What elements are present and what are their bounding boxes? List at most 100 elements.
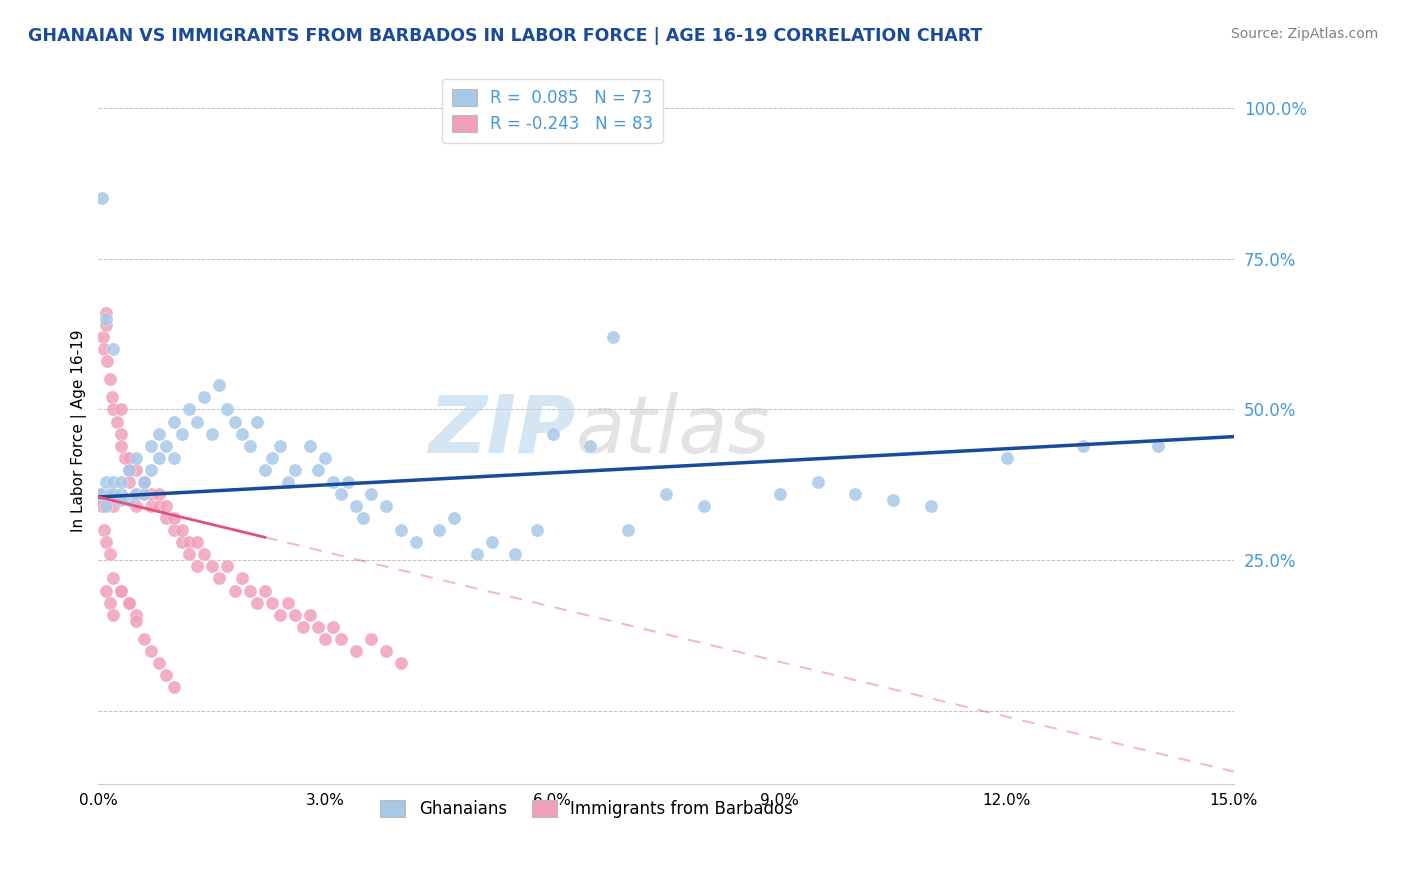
Point — [179, 535, 201, 549]
Point — [110, 426, 132, 441]
Point — [91, 499, 114, 513]
Point — [481, 535, 503, 549]
Point — [201, 559, 224, 574]
Point — [693, 499, 716, 513]
Point — [110, 493, 132, 508]
Point — [105, 415, 128, 429]
Point — [110, 475, 132, 489]
Point — [329, 632, 352, 646]
Point — [170, 535, 193, 549]
Point — [141, 463, 163, 477]
Point — [526, 523, 548, 537]
Point — [114, 450, 136, 465]
Point — [344, 644, 367, 658]
Point — [103, 342, 125, 356]
Point — [163, 680, 186, 694]
Point — [215, 559, 238, 574]
Point — [132, 475, 155, 489]
Point — [155, 668, 177, 682]
Point — [443, 511, 465, 525]
Point — [110, 583, 132, 598]
Point — [769, 487, 792, 501]
Point — [148, 487, 170, 501]
Point — [465, 547, 488, 561]
Y-axis label: In Labor Force | Age 16-19: In Labor Force | Age 16-19 — [72, 329, 87, 532]
Point — [117, 596, 139, 610]
Point — [186, 559, 208, 574]
Point — [125, 499, 148, 513]
Point — [299, 439, 322, 453]
Point — [253, 583, 276, 598]
Point — [103, 572, 125, 586]
Point — [375, 644, 398, 658]
Point — [94, 306, 117, 320]
Point — [94, 312, 117, 326]
Point — [322, 620, 344, 634]
Point — [215, 402, 238, 417]
Text: ZIP: ZIP — [427, 392, 575, 469]
Text: GHANAIAN VS IMMIGRANTS FROM BARBADOS IN LABOR FORCE | AGE 16-19 CORRELATION CHAR: GHANAIAN VS IMMIGRANTS FROM BARBADOS IN … — [28, 27, 983, 45]
Point — [186, 535, 208, 549]
Point — [602, 330, 624, 344]
Point — [246, 415, 269, 429]
Point — [94, 475, 117, 489]
Point — [125, 450, 148, 465]
Point — [186, 415, 208, 429]
Point — [239, 439, 262, 453]
Point — [163, 415, 186, 429]
Point — [579, 439, 602, 453]
Point — [262, 596, 284, 610]
Point — [314, 450, 336, 465]
Point — [98, 372, 121, 386]
Point — [110, 583, 132, 598]
Point — [125, 487, 148, 501]
Point — [269, 607, 291, 622]
Point — [1071, 439, 1094, 453]
Point — [806, 475, 828, 489]
Point — [193, 547, 215, 561]
Point — [253, 463, 276, 477]
Point — [148, 499, 170, 513]
Point — [193, 390, 215, 404]
Point — [224, 415, 246, 429]
Point — [170, 523, 193, 537]
Point — [125, 463, 148, 477]
Text: Source: ZipAtlas.com: Source: ZipAtlas.com — [1230, 27, 1378, 41]
Point — [125, 614, 148, 628]
Point — [201, 426, 224, 441]
Point — [231, 572, 253, 586]
Point — [103, 402, 125, 417]
Point — [110, 402, 132, 417]
Point — [96, 354, 118, 368]
Point — [360, 632, 382, 646]
Point — [617, 523, 640, 537]
Point — [655, 487, 678, 501]
Point — [503, 547, 526, 561]
Point — [277, 596, 299, 610]
Point — [125, 487, 148, 501]
Point — [98, 596, 121, 610]
Point — [277, 475, 299, 489]
Point — [155, 439, 177, 453]
Point — [117, 463, 139, 477]
Text: atlas: atlas — [575, 392, 770, 469]
Point — [920, 499, 942, 513]
Point — [246, 596, 269, 610]
Point — [91, 487, 114, 501]
Point — [375, 499, 398, 513]
Point — [141, 487, 163, 501]
Point — [170, 426, 193, 441]
Point — [93, 342, 115, 356]
Point — [344, 499, 367, 513]
Point — [110, 439, 132, 453]
Point — [163, 523, 186, 537]
Point — [98, 547, 121, 561]
Point — [101, 390, 124, 404]
Point — [141, 439, 163, 453]
Point — [329, 487, 352, 501]
Point — [262, 450, 284, 465]
Point — [307, 620, 329, 634]
Point — [844, 487, 866, 501]
Point — [269, 439, 291, 453]
Point — [148, 450, 170, 465]
